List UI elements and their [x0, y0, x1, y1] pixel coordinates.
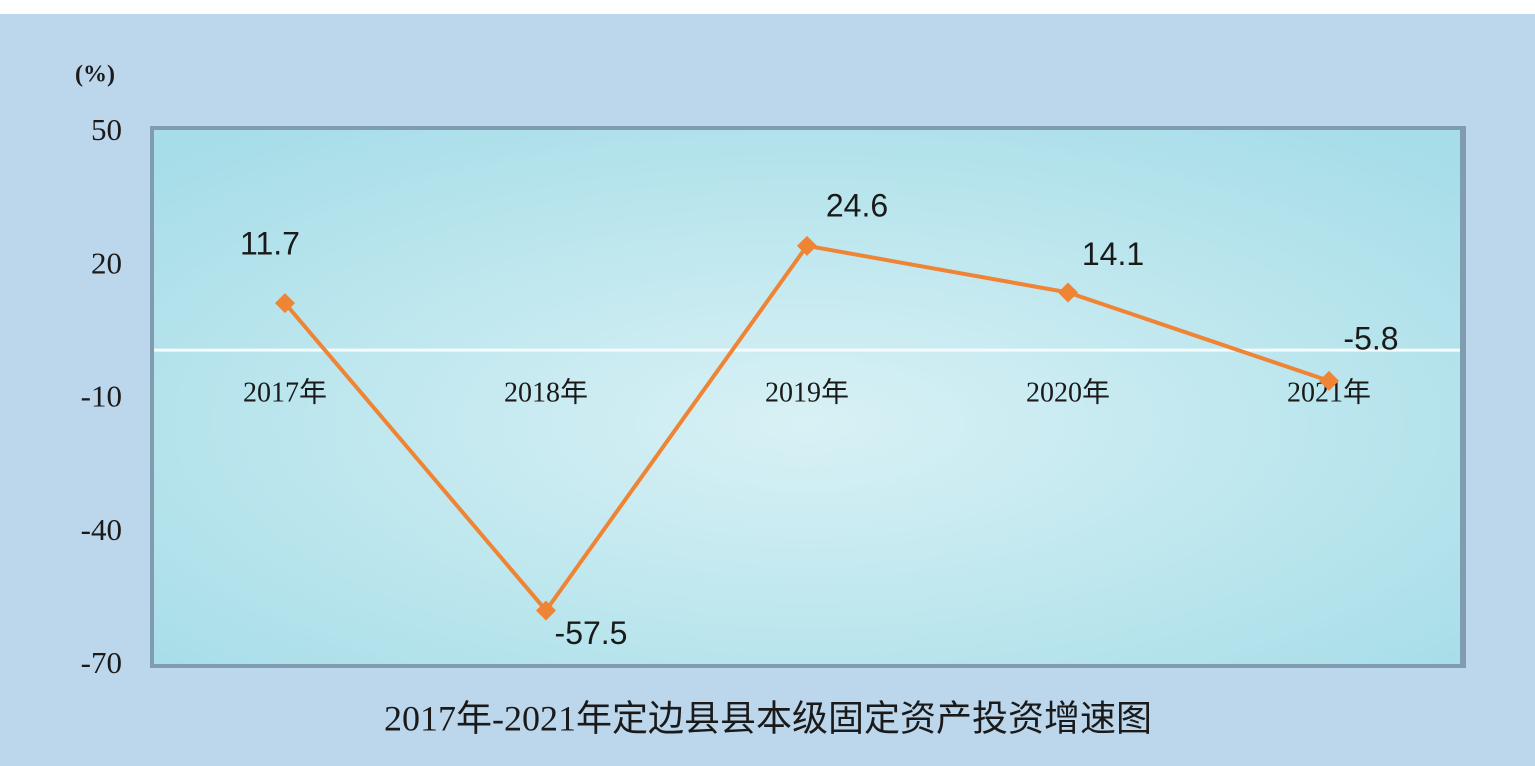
x-tick-label: 2019年: [765, 377, 849, 409]
marker: [536, 600, 556, 621]
y-tick-label: -70: [81, 645, 122, 680]
y-tick-label: 50: [91, 112, 122, 147]
data-label: -57.5: [555, 615, 628, 651]
y-tick-label: -40: [81, 512, 122, 547]
marker: [797, 235, 817, 256]
data-label: -5.8: [1343, 320, 1398, 356]
x-tick-label: 2020年: [1026, 377, 1110, 409]
y-tick-label: 20: [91, 245, 122, 280]
marker: [1319, 370, 1339, 391]
plot-area: [154, 130, 1460, 664]
data-label: 14.1: [1082, 236, 1144, 272]
x-tick-label: 2017年: [243, 377, 327, 409]
y-axis-label: (%): [75, 62, 115, 88]
x-tick-label: 2018年: [504, 377, 588, 409]
data-label: 24.6: [826, 187, 888, 223]
data-label: 11.7: [240, 226, 300, 262]
marker: [275, 293, 295, 314]
chart-title: 2017年-2021年定边县县本级固定资产投资增速图: [384, 698, 1152, 738]
y-tick-label: -10: [81, 379, 122, 414]
marker: [1058, 282, 1078, 303]
